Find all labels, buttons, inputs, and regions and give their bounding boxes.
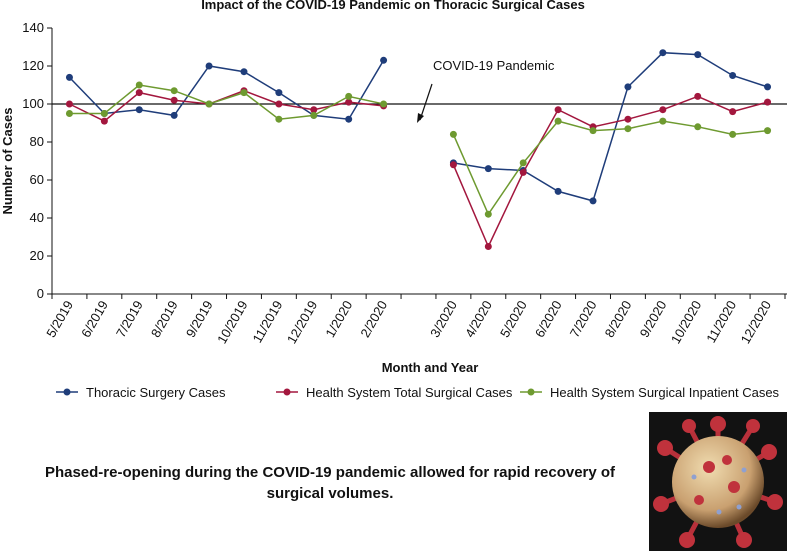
point <box>100 117 108 125</box>
y-tick-label: 120 <box>22 58 44 73</box>
point <box>380 56 388 64</box>
chart: Impact of the COVID-19 Pandemic on Thora… <box>0 0 787 400</box>
point <box>345 98 353 106</box>
legend-marker <box>63 388 71 396</box>
point <box>310 106 318 114</box>
legend-label: Health System Surgical Inpatient Cases <box>550 385 780 400</box>
x-tick-label: 6/2019 <box>78 298 111 340</box>
point <box>519 168 527 176</box>
point <box>659 49 667 57</box>
x-tick-label: 10/2019 <box>214 298 250 346</box>
y-tick-label: 40 <box>30 210 44 225</box>
point <box>589 127 597 135</box>
legend-label: Health System Total Surgical Cases <box>306 385 513 400</box>
point <box>764 98 772 106</box>
y-tick-label: 0 <box>37 286 44 301</box>
x-tick-label: 7/2020 <box>567 298 600 340</box>
y-tick-label: 60 <box>30 172 44 187</box>
point <box>624 125 632 133</box>
caption: Phased-re-opening during the COVID-19 pa… <box>44 464 616 502</box>
series-line <box>68 51 768 202</box>
point <box>764 127 772 135</box>
point <box>694 123 702 131</box>
point <box>65 100 73 108</box>
point <box>275 100 283 108</box>
point <box>729 72 737 79</box>
point <box>764 83 772 91</box>
point <box>65 73 73 81</box>
point <box>205 100 213 108</box>
point <box>484 165 492 173</box>
point <box>170 96 178 104</box>
point <box>554 106 562 114</box>
annotation-arrow <box>419 83 433 121</box>
x-tick-label: 9/2020 <box>637 298 670 340</box>
y-tick-label: 20 <box>30 248 44 263</box>
x-tick-label: 8/2020 <box>602 298 635 340</box>
x-tick-label: 2/2020 <box>357 298 390 340</box>
point <box>100 110 108 117</box>
point <box>589 197 597 205</box>
legend-marker <box>283 388 291 396</box>
x-tick-label: 1/2020 <box>322 298 355 340</box>
chart-title: Impact of the COVID-19 Pandemic on Thora… <box>201 0 585 12</box>
point <box>310 111 318 119</box>
point <box>135 106 143 114</box>
x-tick-label: 6/2020 <box>532 298 565 340</box>
point <box>484 210 492 218</box>
point <box>205 62 213 70</box>
point <box>624 115 632 123</box>
x-tick-label: 12/2019 <box>284 298 320 346</box>
point <box>519 159 527 167</box>
y-tick-label: 140 <box>22 20 44 35</box>
x-tick-label: 8/2019 <box>148 298 181 340</box>
virus-image <box>649 412 787 551</box>
x-axis-title: Month and Year <box>382 360 479 375</box>
point <box>135 81 143 89</box>
point <box>275 89 283 97</box>
point <box>694 92 702 100</box>
point <box>65 110 73 117</box>
point <box>345 115 353 123</box>
y-tick-label: 80 <box>30 134 44 149</box>
point <box>345 92 353 100</box>
x-tick-label: 3/2020 <box>427 298 460 340</box>
point <box>275 115 283 123</box>
y-tick-label: 100 <box>22 96 44 111</box>
annotation: COVID-19 Pandemic <box>433 58 555 73</box>
series-line <box>69 84 768 216</box>
point <box>135 89 143 97</box>
point <box>694 51 702 59</box>
x-tick-label: 9/2019 <box>183 298 216 340</box>
point <box>240 68 248 76</box>
point <box>240 89 248 97</box>
point <box>170 111 178 119</box>
y-axis-title: Number of Cases <box>0 108 15 215</box>
x-tick-label: 11/2020 <box>703 298 739 345</box>
point <box>659 106 667 114</box>
point <box>554 117 562 125</box>
point <box>380 100 388 108</box>
point <box>659 117 667 125</box>
arrow-head <box>417 113 424 123</box>
x-tick-label: 4/2020 <box>462 298 495 340</box>
x-tick-label: 7/2019 <box>113 298 146 340</box>
legend-marker <box>527 388 535 396</box>
point <box>729 108 737 116</box>
point <box>449 130 457 138</box>
x-tick-label: 5/2019 <box>43 298 76 340</box>
point <box>729 130 737 138</box>
point <box>484 243 492 250</box>
point <box>449 161 457 169</box>
x-tick-label: 11/2019 <box>249 298 285 345</box>
legend-label: Thoracic Surgery Cases <box>86 385 226 400</box>
x-tick-label: 12/2020 <box>738 298 774 346</box>
point <box>554 187 562 195</box>
point <box>624 83 632 91</box>
x-tick-label: 5/2020 <box>497 298 530 340</box>
point <box>170 87 178 95</box>
x-tick-label: 10/2020 <box>668 298 704 346</box>
